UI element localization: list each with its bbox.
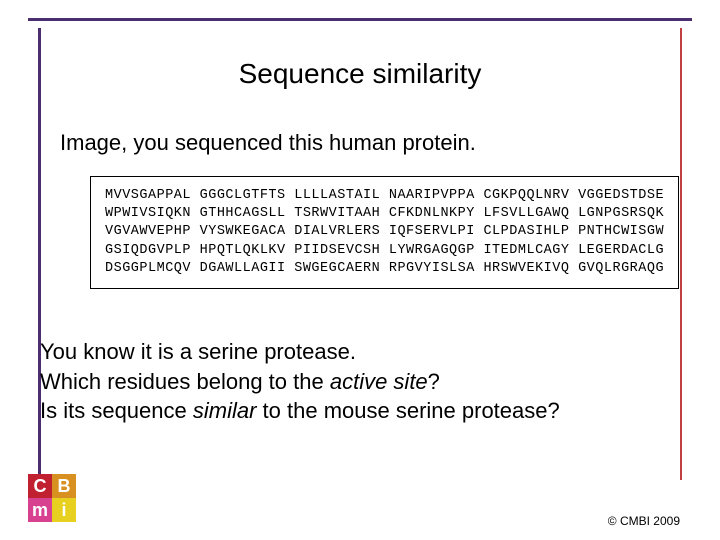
copyright-text: © CMBI 2009 [608,514,680,528]
sequence-line: DSGGPLMCQV DGAWLLAGII SWGEGCAERN RPGVYIS… [105,261,664,276]
logo-cell-b: B [52,474,76,498]
slide-title: Sequence similarity [60,58,660,90]
sequence-line: MVVSGAPPAL GGGCLGTFTS LLLLASTAIL NAARIPV… [105,188,664,203]
question-line-1: You know it is a serine protease. [40,337,660,367]
cmbi-logo: C B m i [28,474,76,522]
sequence-line: VGVAWVEPHP VYSWKEGACA DIALVRLERS IQFSERV… [105,224,664,239]
top-border-rule [28,18,692,21]
question-line-3: Is its sequence similar to the mouse ser… [40,396,660,426]
slide-content: Sequence similarity Image, you sequenced… [60,40,660,480]
logo-cell-i: i [52,498,76,522]
sequence-line: WPWIVSIQKN GTHHCAGSLL TSRWVITAAH CFKDNLN… [105,206,664,221]
question-line-2: Which residues belong to the active site… [40,367,660,397]
logo-cell-m: m [28,498,52,522]
intro-text: Image, you sequenced this human protein. [60,130,660,156]
sequence-line: GSIQDGVPLP HPQTLQKLKV PIIDSEVCSH LYWRGAG… [105,243,664,258]
questions-block: You know it is a serine protease. Which … [40,337,660,426]
sequence-box: MVVSGAPPAL GGGCLGTFTS LLLLASTAIL NAARIPV… [90,176,679,289]
logo-cell-c: C [28,474,52,498]
right-border-rule [680,28,682,480]
